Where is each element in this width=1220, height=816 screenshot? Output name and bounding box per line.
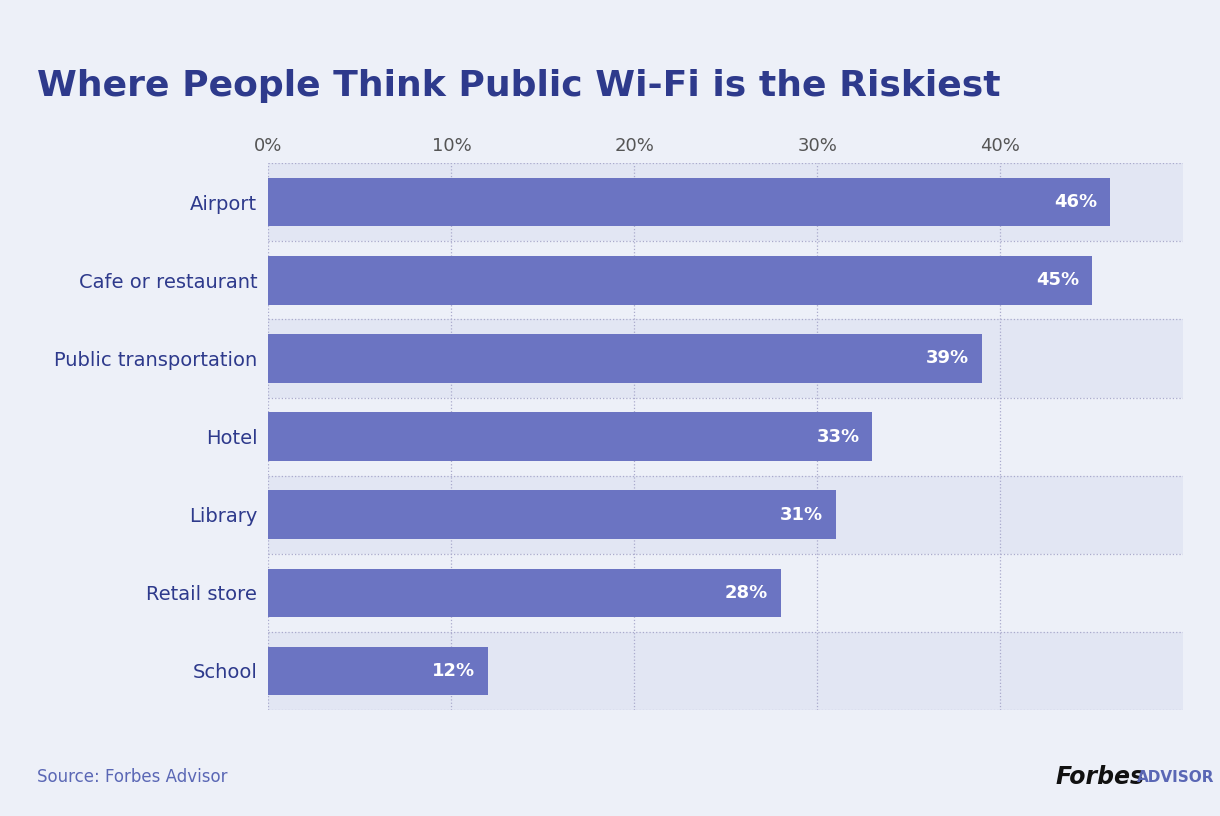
Bar: [268, 397, 1183, 476]
Bar: [268, 646, 488, 695]
Text: Forbes: Forbes: [1055, 765, 1144, 789]
Bar: [268, 412, 872, 461]
Bar: [268, 554, 1183, 632]
Bar: [268, 242, 1183, 319]
Bar: [268, 632, 1183, 710]
Text: 33%: 33%: [816, 428, 859, 446]
Text: 46%: 46%: [1054, 193, 1097, 211]
Bar: [268, 319, 1183, 397]
Text: 12%: 12%: [432, 662, 475, 680]
Bar: [268, 490, 836, 539]
Text: 45%: 45%: [1036, 272, 1078, 290]
Bar: [268, 163, 1183, 242]
Bar: [268, 178, 1110, 227]
Bar: [268, 256, 1092, 304]
Text: 28%: 28%: [725, 583, 769, 601]
Text: 39%: 39%: [926, 349, 969, 367]
Text: ADVISOR: ADVISOR: [1137, 769, 1215, 785]
Text: Source: Forbes Advisor: Source: Forbes Advisor: [37, 768, 227, 787]
Text: 31%: 31%: [780, 506, 822, 524]
Bar: [268, 569, 781, 617]
Bar: [268, 476, 1183, 554]
Bar: [268, 335, 982, 383]
Text: Where People Think Public Wi-Fi is the Riskiest: Where People Think Public Wi-Fi is the R…: [37, 69, 1000, 104]
